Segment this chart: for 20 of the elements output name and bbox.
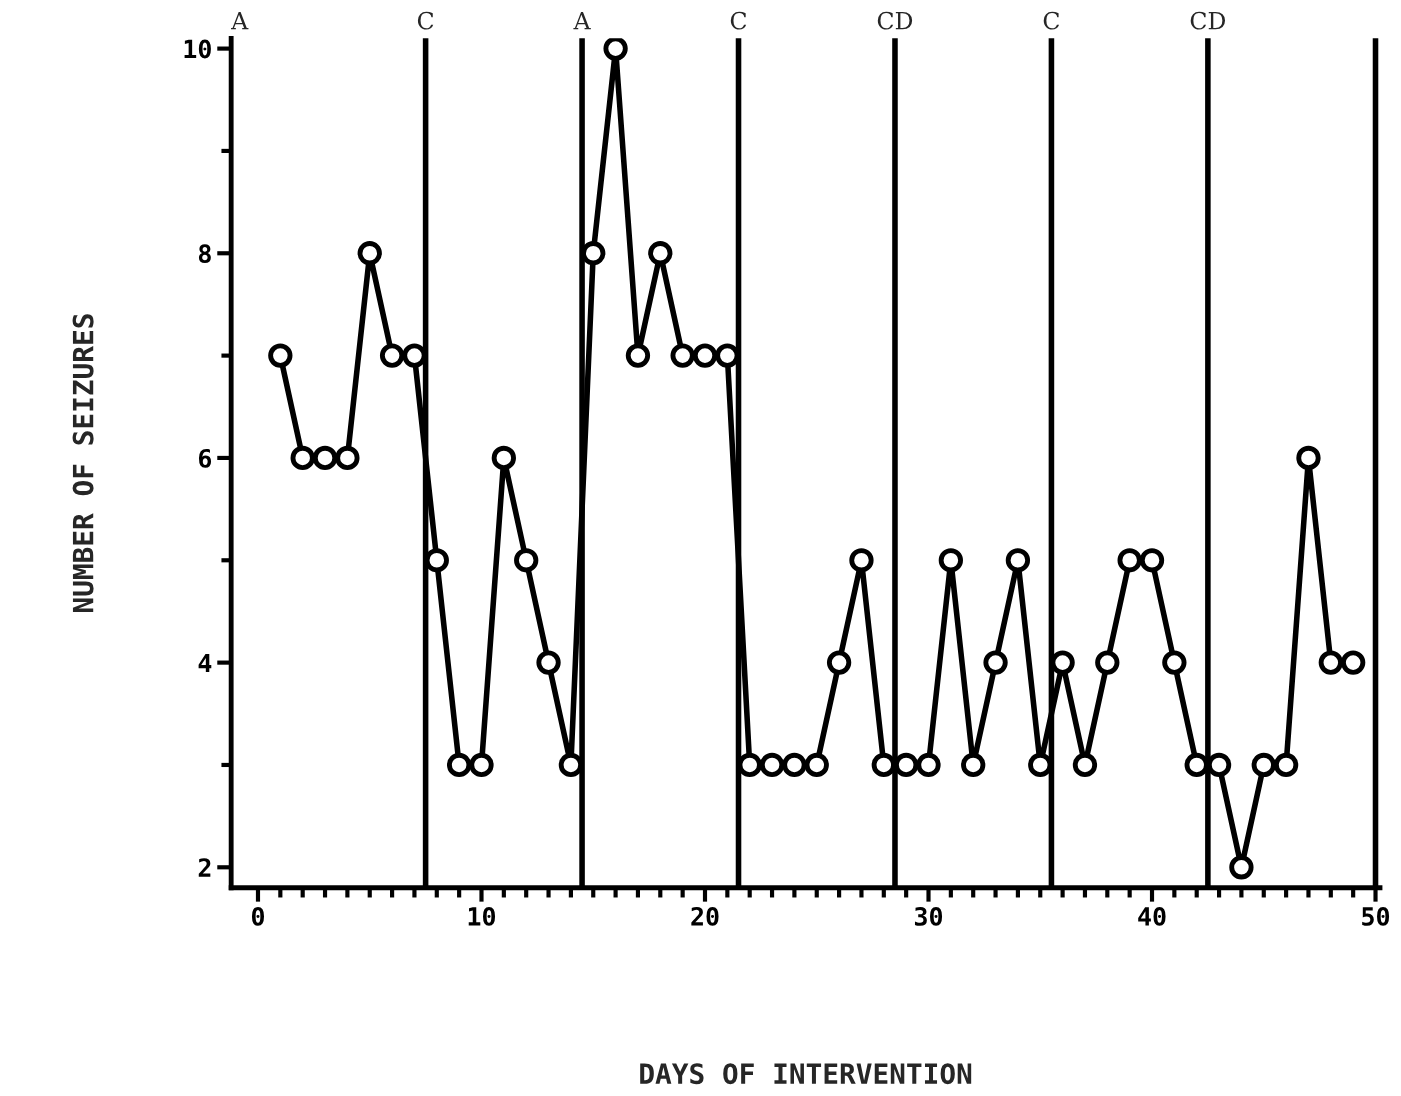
- ref-line-label: C: [730, 11, 747, 30]
- y-axis-title: NUMBER OF SEIZURES: [72, 314, 94, 612]
- x-tick-label: 0: [251, 906, 265, 926]
- y-tick-label: 6: [198, 448, 212, 468]
- x-tick-label: 10: [468, 906, 496, 926]
- text: A: [231, 11, 249, 30]
- ref-line-label: CD: [877, 11, 913, 30]
- ref-line-label: C: [417, 11, 434, 30]
- x-tick-label: 30: [914, 906, 943, 926]
- y-tick-label: 10: [184, 39, 211, 59]
- x-tick-label: 50: [1362, 906, 1390, 926]
- x-axis-title: DAYS OF INTERVENTION: [640, 1063, 972, 1085]
- ref-line-label: CD: [1190, 11, 1226, 30]
- y-tick-label: 2: [198, 858, 211, 877]
- y-tick-label: 8: [198, 244, 211, 264]
- ref-line-label: A: [573, 11, 591, 30]
- ref-line-label: C: [1043, 11, 1060, 30]
- x-tick-label: 40: [1138, 906, 1166, 926]
- x-tick-label: 20: [691, 906, 719, 926]
- y-tick-label: 4: [198, 653, 212, 673]
